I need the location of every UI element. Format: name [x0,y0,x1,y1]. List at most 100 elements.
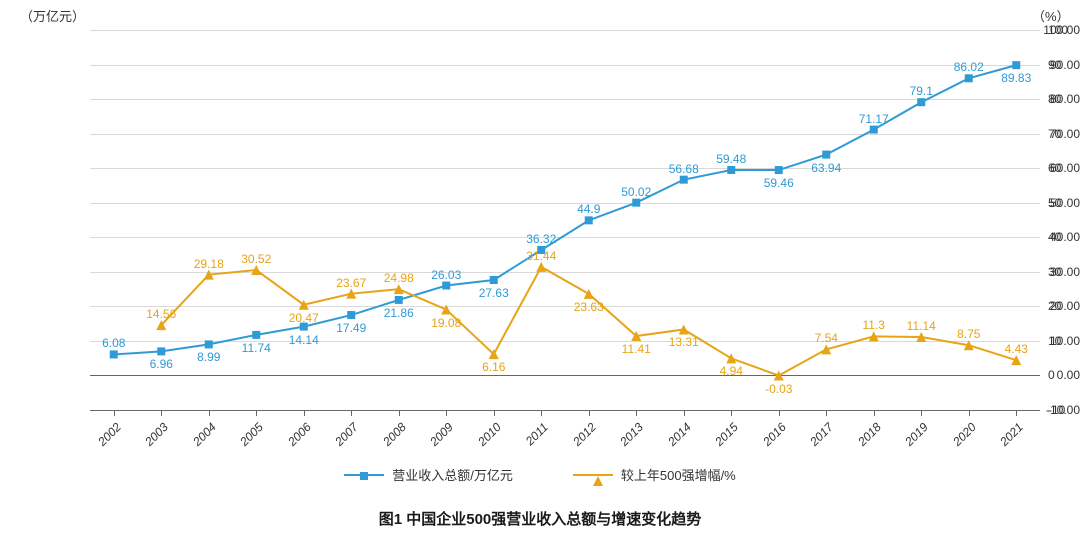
datalabel-revenue: 79.1 [910,84,933,98]
datalabel-growth: 11.14 [907,319,936,333]
xtick-label: 2008 [380,420,409,449]
legend-marker-revenue [360,472,368,480]
xtick-mark [351,410,352,416]
datalabel-revenue: 59.46 [764,176,794,190]
xtick-mark [541,410,542,416]
datalabel-growth: 20.47 [289,311,319,325]
xtick-mark [446,410,447,416]
xtick-label: 2019 [902,420,931,449]
datalabel-revenue: 89.83 [1001,71,1031,85]
datalabel-revenue: 27.63 [479,286,509,300]
marker-revenue [680,176,688,184]
marker-revenue [252,331,260,339]
datalabel-growth: 29.18 [194,257,224,271]
marker-growth [1011,355,1021,365]
marker-revenue [442,282,450,290]
chart-caption: 图1 中国企业500强营业收入总额与增速变化趋势 [0,508,1080,529]
datalabel-growth: 7.54 [815,331,838,345]
legend-item-growth: 较上年500强增幅/% [573,465,736,484]
xtick-label: 2010 [475,420,504,449]
xtick-label: 2004 [190,420,219,449]
xtick-mark [256,410,257,416]
xtick-mark [304,410,305,416]
xtick-mark [969,410,970,416]
xtick-label: 2016 [760,420,789,449]
datalabel-growth: 8.75 [957,327,980,341]
marker-growth [536,262,546,272]
xtick-label: 2003 [142,420,171,449]
datalabel-revenue: 14.14 [289,333,319,347]
datalabel-revenue: 56.68 [669,162,699,176]
line-revenue [114,65,1017,354]
legend-label: 较上年500强增幅/% [621,465,736,484]
datalabel-revenue: 44.9 [577,202,600,216]
xtick-mark [589,410,590,416]
right-ytick-label: 50 [1048,196,1061,210]
datalabel-growth: 23.67 [336,276,366,290]
datalabel-revenue: 59.48 [716,152,746,166]
right-ytick-label: 60 [1048,161,1061,175]
datalabel-revenue: 36.32 [526,232,556,246]
xtick-mark [209,410,210,416]
datalabel-growth: 4.94 [720,364,743,378]
right-ytick-label: 80 [1048,92,1061,106]
xtick-label: 2017 [807,420,836,449]
xtick-mark [1016,410,1017,416]
datalabel-growth: 30.52 [241,252,271,266]
xtick-label: 2005 [237,420,266,449]
marker-revenue [727,166,735,174]
datalabel-revenue: 21.86 [384,306,414,320]
xtick-label: 2020 [950,420,979,449]
datalabel-revenue: 63.94 [811,161,841,175]
marker-growth [584,289,594,299]
legend-line [344,474,384,476]
xtick-label: 2009 [427,420,456,449]
right-ytick-label: 40 [1048,230,1061,244]
xtick-label: 2015 [712,420,741,449]
xtick-mark [161,410,162,416]
datalabel-growth: 14.56 [146,307,176,321]
series-svg [90,30,1040,410]
marker-revenue [395,296,403,304]
xtick-label: 2013 [617,420,646,449]
xtick-mark [874,410,875,416]
right-ytick-label: 100 [1048,23,1068,37]
datalabel-revenue: 11.74 [242,341,271,355]
marker-growth [774,371,784,381]
right-ytick-label: 30 [1048,265,1061,279]
right-ytick-label: 70 [1048,127,1061,141]
marker-revenue [822,151,830,159]
gridline [90,410,1040,411]
marker-revenue [205,340,213,348]
legend-label: 营业收入总额/万亿元 [392,465,513,484]
xtick-mark [494,410,495,416]
xtick-mark [636,410,637,416]
datalabel-revenue: 6.96 [150,357,173,371]
datalabel-revenue: 6.08 [102,336,125,350]
plot-area: 2002200320042005200620072008200920102011… [90,30,1040,410]
xtick-label: 2018 [855,420,884,449]
datalabel-growth: 6.16 [482,360,505,374]
right-ytick-label: 90 [1048,58,1061,72]
xtick-label: 2002 [95,420,124,449]
legend-line [573,474,613,476]
chart-container: （万亿元） （%） -10.000.0010.0020.0030.0040.00… [0,0,1080,540]
marker-revenue [585,216,593,224]
xtick-mark [826,410,827,416]
marker-growth [441,305,451,315]
datalabel-revenue: 8.99 [197,350,220,364]
right-ytick-label: 20 [1048,299,1061,313]
right-ytick-label: -10 [1048,403,1065,417]
legend: 营业收入总额/万亿元 较上年500强增幅/% [0,465,1080,484]
datalabel-growth: 31.44 [526,249,556,263]
datalabel-growth: 19.08 [431,316,461,330]
datalabel-growth: 23.63 [574,300,604,314]
marker-revenue [347,311,355,319]
legend-item-revenue: 营业收入总额/万亿元 [344,465,513,484]
marker-revenue [870,126,878,134]
datalabel-revenue: 17.49 [336,321,366,335]
marker-growth [726,353,736,363]
marker-revenue [965,74,973,82]
datalabel-growth: 11.41 [622,342,651,356]
xtick-label: 2007 [332,420,361,449]
